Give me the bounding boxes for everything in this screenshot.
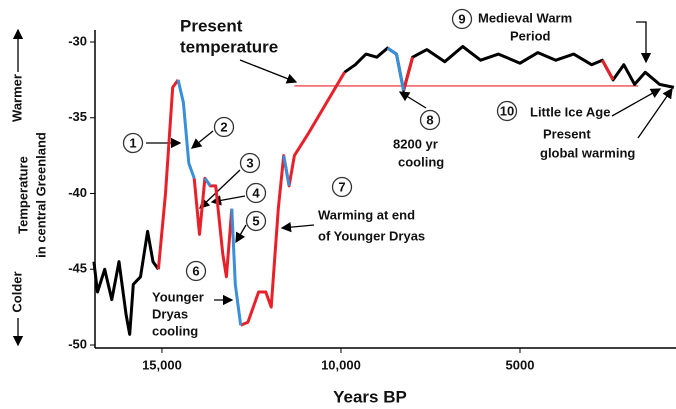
annotation-circle: [451, 8, 473, 30]
annotation-text: 8200 yr: [393, 136, 438, 151]
annotation-text: Younger: [152, 289, 204, 304]
arrows: [12, 21, 673, 347]
annotation-circle: [419, 109, 441, 131]
x-tick-label: 10,000: [321, 357, 361, 372]
annotation-text: of Younger Dryas: [318, 228, 425, 243]
annotation-number: 6: [192, 263, 199, 278]
note-text: global warming: [540, 145, 635, 160]
annotation-circle: [122, 132, 144, 154]
annotation-number: 3: [246, 155, 253, 170]
y-tick-label: -35: [68, 109, 87, 124]
note-text: Present: [180, 16, 243, 35]
annotation-text: cooling: [152, 323, 198, 338]
annotation-number: 5: [252, 213, 259, 228]
annotation-circle: [239, 152, 261, 174]
annotation-text: Warming at end: [318, 207, 415, 222]
y-tick-label: -50: [68, 336, 87, 351]
y-top-label: Warmer: [9, 74, 24, 122]
y-axis-label: Temperature: [15, 156, 30, 234]
annotation-circle: [245, 210, 267, 232]
annotation-number: 1: [129, 135, 136, 150]
annotation-circle: [213, 116, 235, 138]
annotation-circle: [245, 182, 267, 204]
temperature-line: [176, 46, 406, 326]
temperature-line: [156, 56, 615, 327]
x-tick-label: 15,000: [142, 357, 182, 372]
annotation-circle: [185, 260, 207, 282]
x-axis-label: Years BP: [333, 387, 407, 406]
annotation-number: 8: [426, 112, 433, 127]
annotation-text: cooling: [398, 154, 444, 169]
note-text: Present: [543, 126, 591, 141]
annotation-number: 10: [500, 103, 514, 118]
y-axis-label: in central Greenland: [33, 132, 48, 258]
y-tick-label: -30: [68, 33, 87, 48]
annotation-number: 4: [252, 185, 260, 200]
annotation-text: Medieval Warm: [478, 10, 572, 25]
annotation-number: 7: [338, 179, 345, 194]
y-tick-label: -40: [68, 185, 87, 200]
y-bottom-label: Colder: [9, 271, 24, 312]
annotation-circle: [331, 176, 353, 198]
y-tick-label: -45: [68, 261, 87, 276]
annotation-text: Little Ice Age: [530, 104, 610, 119]
annotation-number: 9: [458, 11, 465, 26]
annotation-text: Dryas: [152, 306, 188, 321]
annotation-circle: [496, 100, 518, 122]
annotation-number: 2: [220, 119, 227, 134]
x-tick-label: 5000: [506, 357, 535, 372]
note-text: temperature: [180, 37, 278, 56]
annotation-text: Period: [510, 28, 551, 43]
